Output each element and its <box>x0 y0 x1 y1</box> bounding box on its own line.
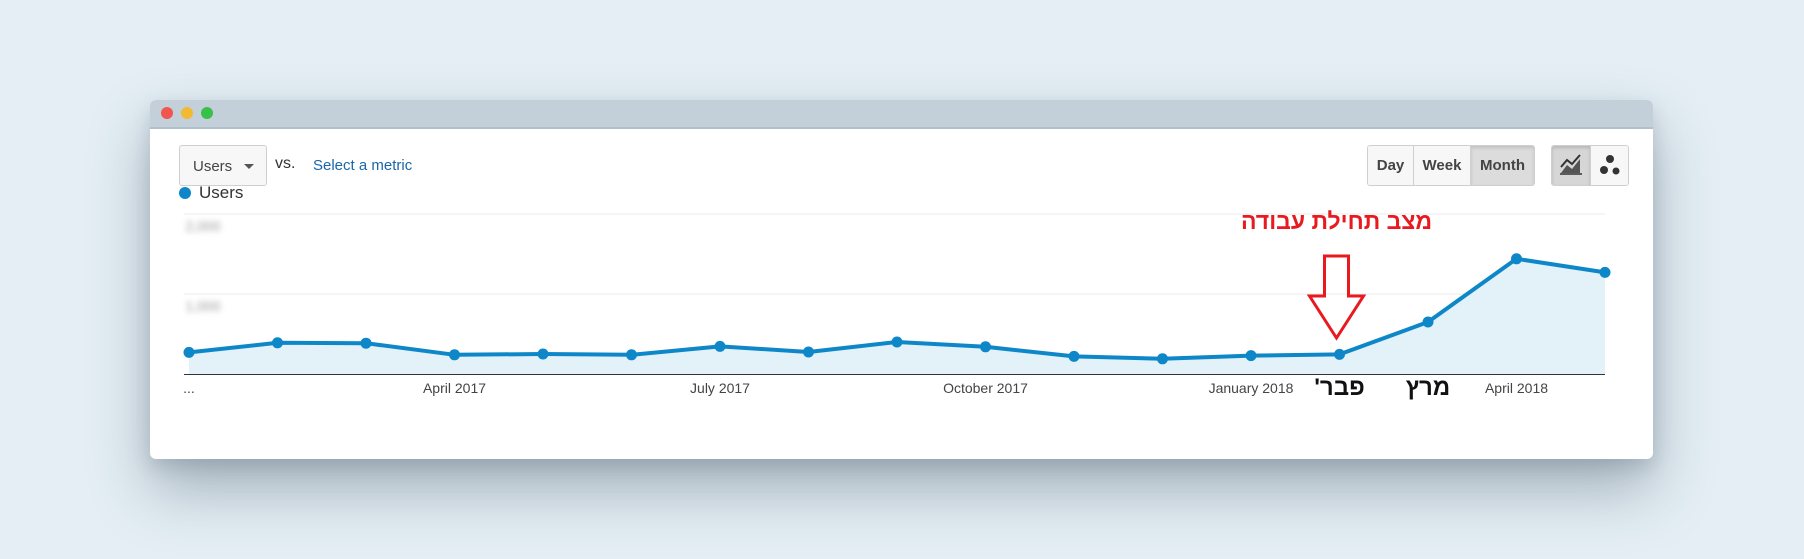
motion-chart-button[interactable] <box>1590 146 1628 185</box>
data-point <box>1334 348 1345 360</box>
data-point <box>360 337 372 349</box>
month-annotation-label: מרץ <box>1406 374 1450 401</box>
line-chart-button[interactable] <box>1552 146 1590 185</box>
maximize-window-button[interactable] <box>201 107 213 119</box>
y-tick-label: 2,000 <box>185 218 220 234</box>
metric-dropdown[interactable]: Users <box>179 145 267 186</box>
annotation-arrow <box>1306 254 1367 341</box>
window-titlebar <box>150 100 1653 129</box>
minimize-window-button[interactable] <box>181 107 193 119</box>
close-window-button[interactable] <box>161 107 173 119</box>
chart-type-toggle-group <box>1551 145 1629 186</box>
users-line-chart: 1,000 2,000... April 2017 July 2017 October … <box>183 208 1611 401</box>
data-point <box>803 346 814 358</box>
data-point <box>272 337 283 349</box>
analytics-window: Users vs. Select a metric Day Week Month… <box>150 100 1653 459</box>
y-tick-label: 1,000 <box>185 298 220 314</box>
month-button[interactable]: Month <box>1470 146 1534 185</box>
data-point <box>449 349 460 361</box>
x-tick-label: January 2018 <box>1209 380 1294 396</box>
x-tick-label: April 2018 <box>1485 380 1548 396</box>
day-button[interactable]: Day <box>1368 146 1413 185</box>
annotation-title: מצב תחילת עבודה <box>1241 208 1432 234</box>
data-point <box>183 346 195 358</box>
data-point <box>980 341 991 353</box>
x-tick-label: October 2017 <box>943 380 1028 396</box>
data-point <box>891 336 903 348</box>
select-metric-link[interactable]: Select a metric <box>313 157 413 174</box>
vs-label: vs. <box>275 155 296 172</box>
data-point <box>1422 316 1434 328</box>
week-button[interactable]: Week <box>1413 146 1470 185</box>
period-toggle-group: Day Week Month <box>1367 145 1535 186</box>
x-tick-label: July 2017 <box>690 380 750 396</box>
data-point <box>1157 353 1168 365</box>
data-point <box>537 348 549 360</box>
line-chart-icon <box>1560 154 1582 175</box>
data-point <box>1511 253 1522 265</box>
series-area <box>189 258 1605 374</box>
data-point <box>1245 350 1257 362</box>
month-annotation-label: פבר' <box>1314 374 1365 401</box>
data-point <box>714 340 726 352</box>
metric-dropdown-label: Users <box>193 158 233 175</box>
x-tick-label: April 2017 <box>423 380 486 396</box>
legend-label: Users <box>199 183 244 202</box>
chevron-down-icon <box>244 164 254 169</box>
motion-chart-icon <box>1600 155 1620 175</box>
x-tick-label: ... <box>183 380 195 396</box>
data-point <box>626 349 637 361</box>
data-point <box>1599 266 1611 278</box>
legend-swatch <box>179 187 191 199</box>
chart-legend: Users <box>179 183 243 203</box>
data-point <box>1068 350 1080 362</box>
